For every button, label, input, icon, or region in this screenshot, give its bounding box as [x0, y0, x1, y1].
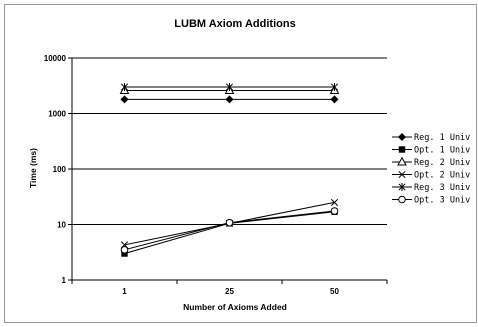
legend-label: Reg. 1 Univ — [414, 133, 470, 143]
y-tick-label: 100 — [53, 165, 67, 174]
legend-item: Reg. 1 Univ — [392, 133, 470, 143]
legend-item: Opt. 1 Univ — [392, 146, 470, 156]
y-tick-labels: 1 10 100 1000 10000 — [44, 54, 67, 285]
legend-item: Reg. 3 Univ — [392, 183, 470, 193]
x-marker — [398, 170, 406, 179]
star-marker — [120, 83, 129, 92]
x-tick-label: 1 — [122, 287, 127, 296]
diamond-marker — [120, 95, 129, 104]
y-tick-label: 1000 — [48, 110, 66, 119]
x-marker — [330, 198, 339, 206]
chart-title: LUBM Axiom Additions — [174, 18, 295, 30]
y-tick-label: 1 — [62, 276, 67, 285]
axes — [71, 58, 388, 284]
diamond-marker — [398, 133, 406, 141]
legend-label: Reg. 2 Univ — [414, 158, 470, 168]
x-tick-label: 25 — [225, 287, 234, 296]
x-tick-label: 50 — [330, 287, 339, 296]
x-axis-title: Number of Axioms Added — [183, 302, 287, 312]
legend-label: Opt. 1 Univ — [414, 146, 470, 156]
series-4 — [120, 83, 339, 92]
series-layer — [119, 83, 340, 257]
series-0 — [120, 95, 339, 104]
diamond-marker — [225, 95, 234, 104]
y-axis-title: Time (ms) — [28, 148, 38, 188]
circle-marker — [120, 246, 129, 254]
star-marker — [398, 183, 406, 191]
legend-item: Reg. 2 Univ — [392, 156, 470, 168]
diamond-marker — [330, 95, 339, 104]
legend-label: Reg. 3 Univ — [414, 183, 470, 193]
circle-marker — [398, 195, 406, 204]
circle-marker — [330, 207, 339, 215]
legend: Reg. 1 Univ Opt. 1 Univ Reg. 2 Univ Opt. 2 … — [392, 133, 470, 206]
legend-label: Opt. 3 Univ — [414, 196, 470, 206]
legend-item: Opt. 2 Univ — [392, 171, 470, 181]
square-marker — [398, 146, 406, 153]
star-marker — [225, 83, 234, 92]
y-tick-label: 10000 — [44, 54, 67, 63]
series-5 — [120, 207, 339, 254]
star-marker — [330, 83, 339, 92]
triangle-marker — [397, 156, 407, 166]
x-tick-labels: 1 25 50 — [122, 287, 339, 296]
y-tick-label: 10 — [57, 221, 66, 230]
circle-marker — [225, 218, 234, 227]
legend-item: Opt. 3 Univ — [392, 196, 470, 206]
legend-label: Opt. 2 Univ — [414, 171, 470, 181]
